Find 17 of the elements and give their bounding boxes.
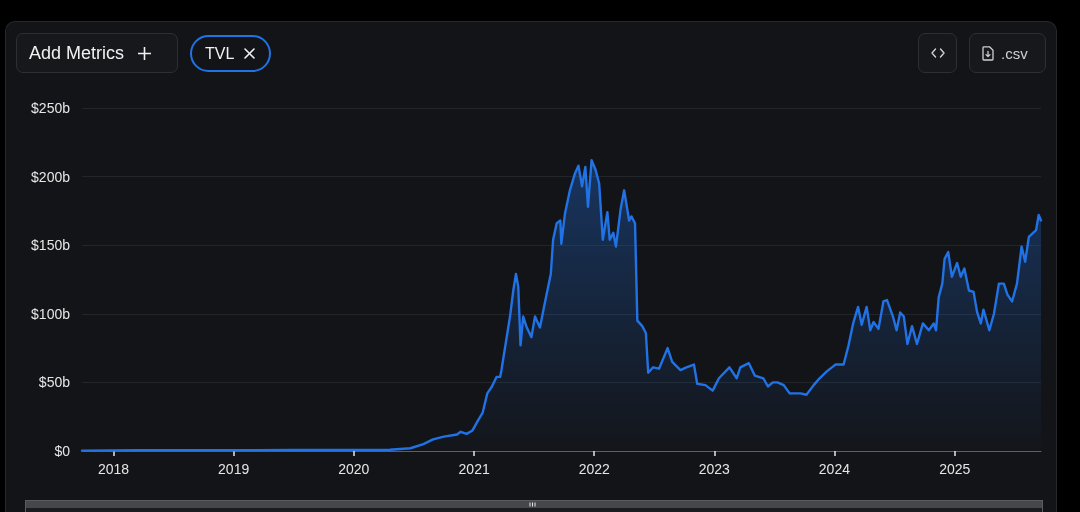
x-tick-label: 2024 — [818, 461, 851, 477]
x-tick-label: 2022 — [578, 461, 611, 477]
y-tick-label: $50b — [38, 374, 71, 391]
text: .csv — [1001, 44, 1028, 62]
y-tick-label: $100b — [31, 305, 71, 322]
text: Add Metrics — [29, 42, 125, 64]
y-tick-label: $200b — [31, 168, 71, 185]
x-tick-label: 2020 — [338, 461, 370, 477]
y-tick-label: $250b — [31, 100, 71, 116]
text: TVL — [205, 44, 235, 63]
x-tick-label: 2021 — [458, 461, 490, 477]
x-tick-label: 2025 — [939, 461, 971, 477]
x-tick-label: 2019 — [218, 461, 250, 477]
x-tick-label: 2018 — [98, 461, 130, 477]
y-tick-label: $150b — [31, 237, 71, 254]
y-tick-label: $0 — [54, 443, 71, 459]
x-tick-label: 2023 — [698, 461, 731, 477]
